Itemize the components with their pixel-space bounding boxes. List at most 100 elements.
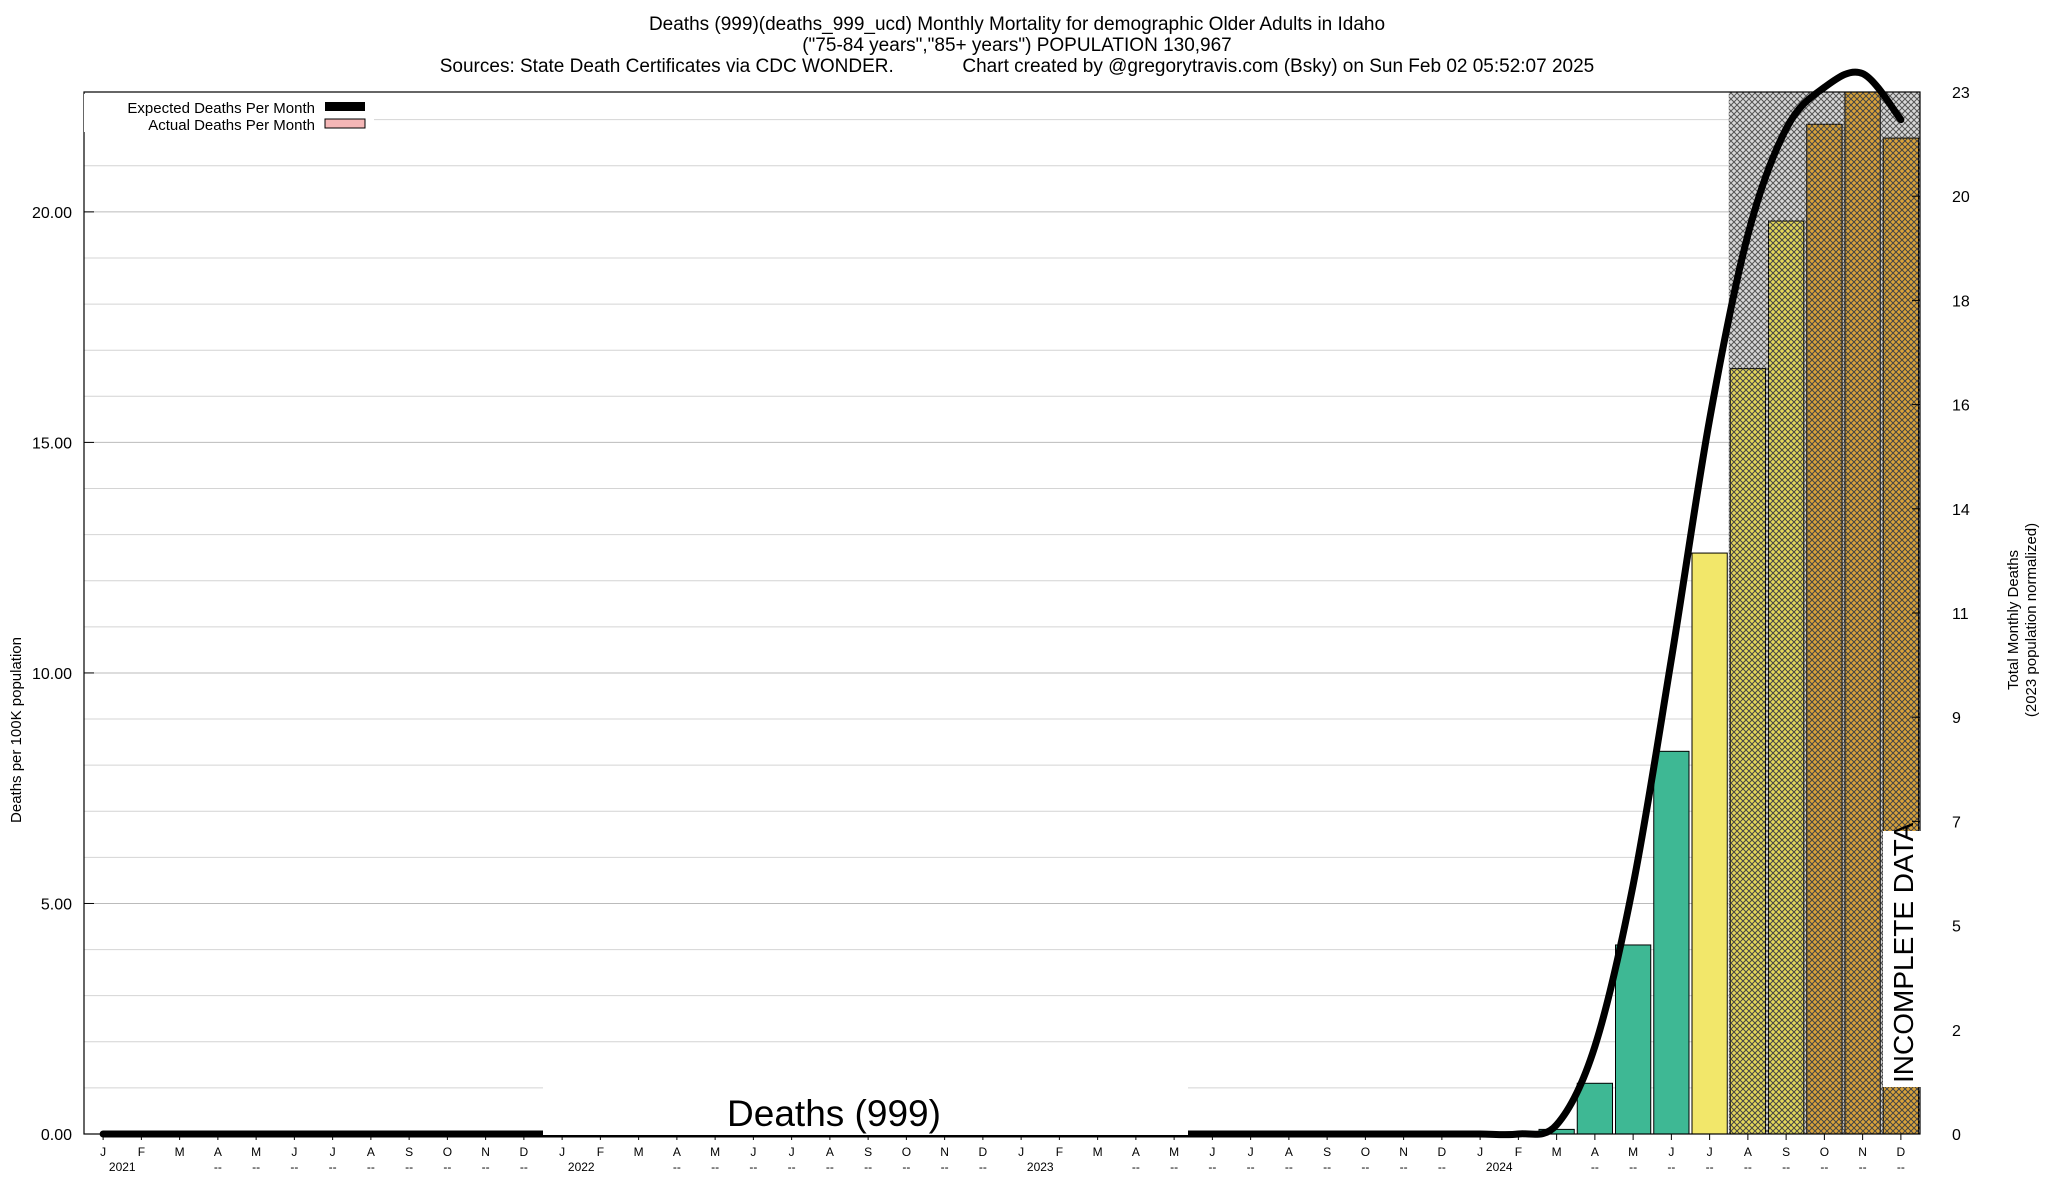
legend-swatch-actual xyxy=(324,118,366,129)
x-tick-label: A xyxy=(1132,1145,1140,1159)
x-tick-label: J xyxy=(100,1145,106,1159)
x-tick-label: J xyxy=(1248,1145,1254,1159)
x-tick-label: J xyxy=(750,1145,756,1159)
y2-axis-ticks: 0 2 5 7 9 11 14 16 18 20 23 xyxy=(1912,85,1970,1144)
title-line-2: ("75-84 years","85+ years") POPULATION 1… xyxy=(802,35,1232,56)
x-tick-label: O xyxy=(1820,1145,1829,1159)
x-sub-label: -- xyxy=(1361,1160,1369,1174)
x-tick-label: J xyxy=(330,1145,336,1159)
x-tick-label: A xyxy=(673,1145,681,1159)
x-sub-label: -- xyxy=(290,1160,298,1174)
stamp-box: Deaths (999) xyxy=(543,1080,1188,1135)
x-sub-label: -- xyxy=(749,1160,757,1174)
y-axis-label: Deaths per 100K population xyxy=(8,637,25,823)
bar-hatch-overlay xyxy=(1730,368,1766,1134)
x-tick-label: D xyxy=(1438,1145,1447,1159)
x-sub-label: -- xyxy=(1859,1160,1867,1174)
x-sub-label: -- xyxy=(1591,1160,1599,1174)
x-tick-label: M xyxy=(251,1145,261,1159)
x-sub-label: -- xyxy=(1438,1160,1446,1174)
x-sub-label: -- xyxy=(1323,1160,1331,1174)
bar-series xyxy=(1538,91,1919,1135)
x-sub-label: -- xyxy=(1897,1160,1905,1174)
x-tick-label: O xyxy=(443,1145,452,1159)
bar xyxy=(1691,552,1728,1135)
x-tick-label: F xyxy=(138,1145,145,1159)
y-tick-label: 5.00 xyxy=(41,896,72,913)
x-tick-label: M xyxy=(175,1145,185,1159)
x-sub-label: -- xyxy=(252,1160,260,1174)
x-sub-label: -- xyxy=(329,1160,337,1174)
x-sub-label: -- xyxy=(1400,1160,1408,1174)
x-sub-label: -- xyxy=(1706,1160,1714,1174)
legend-label-expected: Expected Deaths Per Month xyxy=(127,100,315,117)
x-sub-label: -- xyxy=(1782,1160,1790,1174)
x-sub-label: -- xyxy=(864,1160,872,1174)
x-year-label: 2024 xyxy=(1486,1160,1513,1174)
x-sub-label: -- xyxy=(1629,1160,1637,1174)
x-tick-label: J xyxy=(291,1145,297,1159)
y2-tick-label: 9 xyxy=(1952,710,1961,727)
x-tick-label: J xyxy=(1209,1145,1215,1159)
x-tick-label: S xyxy=(405,1145,413,1159)
x-tick-label: D xyxy=(1897,1145,1906,1159)
x-sub-label: -- xyxy=(405,1160,413,1174)
x-tick-label: M xyxy=(1552,1145,1562,1159)
bar xyxy=(1615,944,1652,1135)
x-tick-label: A xyxy=(367,1145,375,1159)
bar xyxy=(1653,750,1690,1135)
y2-tick-label: 0 xyxy=(1952,1127,1961,1144)
y2-axis-label-line-2: (2023 population normalized) xyxy=(2023,523,2040,717)
y2-tick-label: 5 xyxy=(1952,919,1961,936)
x-tick-label: A xyxy=(826,1145,834,1159)
gridlines xyxy=(84,119,1920,1089)
x-tick-label: J xyxy=(559,1145,565,1159)
y-tick-label: 20.00 xyxy=(32,205,72,222)
y2-tick-label: 14 xyxy=(1952,502,1970,519)
title-line-1: Deaths (999)(deaths_999_ucd) Monthly Mor… xyxy=(649,14,1385,35)
x-tick-label: N xyxy=(1858,1145,1867,1159)
x-tick-label: M xyxy=(1169,1145,1179,1159)
x-tick-label: D xyxy=(520,1145,529,1159)
x-sub-label: -- xyxy=(367,1160,375,1174)
legend-swatch-expected xyxy=(325,102,365,111)
legend: Expected Deaths Per Month Actual Deaths … xyxy=(84,94,374,134)
x-tick-label: N xyxy=(481,1145,490,1159)
x-tick-label: O xyxy=(902,1145,911,1159)
incomplete-data-label: INCOMPLETE DATA xyxy=(1888,822,1919,1083)
x-sub-label: -- xyxy=(520,1160,528,1174)
x-tick-label: F xyxy=(597,1145,604,1159)
y2-axis-label-line-1: Total Monthly Deaths xyxy=(2005,550,2022,690)
x-tick-label: F xyxy=(1056,1145,1063,1159)
y2-tick-label: 7 xyxy=(1952,814,1961,831)
x-sub-label: -- xyxy=(1820,1160,1828,1174)
x-sub-label: -- xyxy=(1132,1160,1140,1174)
x-tick-label: O xyxy=(1361,1145,1370,1159)
y2-tick-label: 18 xyxy=(1952,293,1970,310)
y2-tick-label: 20 xyxy=(1952,189,1970,206)
x-sub-label: -- xyxy=(482,1160,490,1174)
x-tick-label: N xyxy=(940,1145,949,1159)
x-tick-label: S xyxy=(864,1145,872,1159)
x-sub-label: -- xyxy=(1667,1160,1675,1174)
x-tick-label: M xyxy=(1093,1145,1103,1159)
y-tick-label: 10.00 xyxy=(32,666,72,683)
x-sub-label: -- xyxy=(711,1160,719,1174)
x-tick-label: M xyxy=(710,1145,720,1159)
x-tick-label: A xyxy=(1591,1145,1599,1159)
x-year-label: 2022 xyxy=(568,1160,595,1174)
y2-tick-label: 11 xyxy=(1952,606,1969,623)
x-tick-label: M xyxy=(1628,1145,1638,1159)
y2-tick-label: 16 xyxy=(1952,398,1970,415)
x-tick-label: J xyxy=(1668,1145,1674,1159)
x-sub-label: -- xyxy=(673,1160,681,1174)
x-sub-label: -- xyxy=(1208,1160,1216,1174)
x-sub-label: -- xyxy=(214,1160,222,1174)
stamp-label: Deaths (999) xyxy=(727,1093,941,1134)
bar-hatch-overlay xyxy=(1768,221,1804,1134)
legend-label-actual: Actual Deaths Per Month xyxy=(148,117,315,134)
y-axis-ticks: 0.00 5.00 10.00 15.00 20.00 xyxy=(32,205,94,1144)
stamp-background xyxy=(543,1080,1188,1135)
x-tick-label: D xyxy=(979,1145,988,1159)
x-tick-label: J xyxy=(1477,1145,1483,1159)
